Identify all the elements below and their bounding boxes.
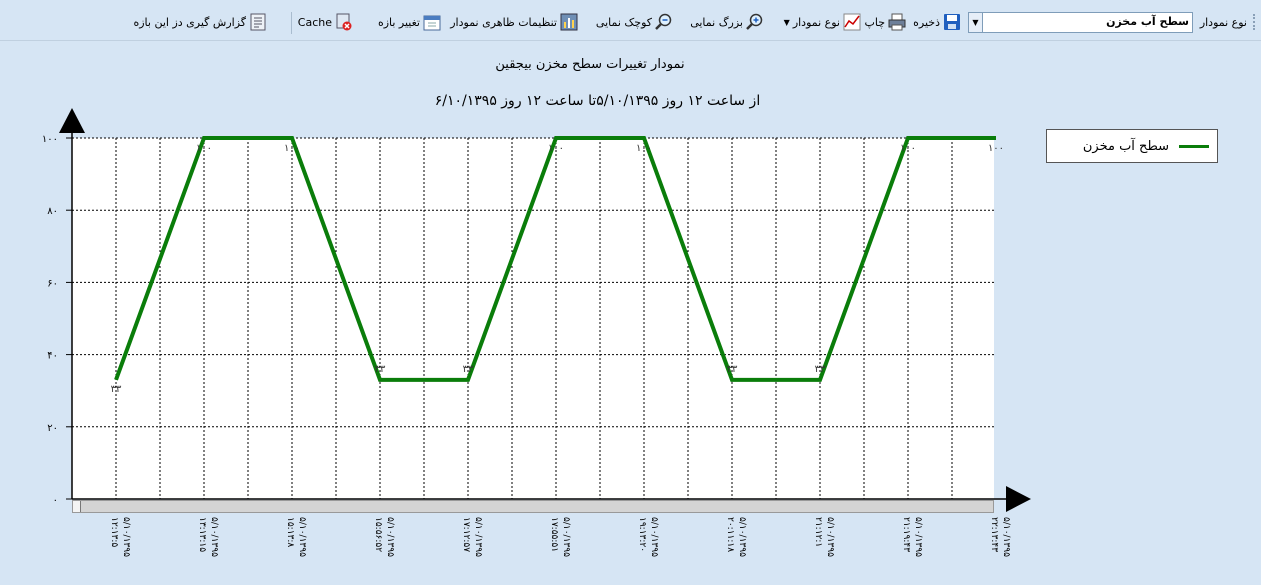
x-tick-label: ۱۳:۱۳:۱۵ ۵/۱۰/۱۳۹۵	[197, 517, 219, 557]
x-tick-time: ۱۵:۱۳:۸	[285, 517, 295, 547]
x-axis-arrow-icon	[1006, 486, 1031, 512]
x-tick-time: ۲۱:۱۲:۱	[813, 517, 823, 547]
chevron-down-icon[interactable]: ▼	[969, 13, 983, 32]
calendar-icon	[423, 15, 441, 31]
toolbar-separator	[291, 12, 292, 34]
chart-legend: سطح آب مخزن	[1046, 129, 1218, 163]
chart-settings-icon	[560, 13, 578, 31]
x-tick-time: ۱۲:۱۳:۵	[109, 517, 119, 547]
x-tick-date: ۵/۱۰/۱۳۹۵	[913, 517, 923, 557]
x-tick-date: ۵/۱۰/۱۳۹۵	[649, 517, 659, 557]
plot-area	[72, 138, 994, 499]
data-point-label: ۳۳	[111, 384, 122, 395]
chart-kind-label: نوع نمودار	[792, 15, 840, 29]
data-point-label: ۱۰۰	[196, 143, 212, 154]
x-tick-label: ۱۷:۵۵:۵۱ ۵/۱۰/۱۳۹۵	[549, 517, 571, 557]
x-tick-label: ۱۷:۱۲:۵۷ ۵/۱۰/۱۳۹۵	[461, 517, 483, 557]
report-label: گزارش گیری دز این بازه	[133, 15, 246, 29]
appearance-settings-button[interactable]: تنظیمات ظاهری نمودار	[450, 10, 578, 34]
chart-kind-dropdown[interactable]: نوع نمودار ▼	[784, 10, 861, 34]
report-button[interactable]: گزارش گیری دز این بازه	[133, 10, 267, 34]
chart-title: نمودار تغییرات سطح مخزن بیجقین	[495, 57, 685, 72]
y-tick-label: ۴۰	[47, 351, 58, 362]
toolbar-grip[interactable]	[1253, 14, 1257, 30]
save-label: ذخیره	[913, 15, 940, 29]
zoom-out-label: کوچک نمایی	[595, 15, 652, 29]
y-tick-label: ۱۰۰	[42, 134, 58, 145]
chart-type-value: سطح آب مخزن	[1106, 15, 1189, 28]
data-point-label: ۳۳	[727, 364, 738, 375]
series-line	[114, 136, 996, 382]
cache-button[interactable]: Cache	[298, 10, 353, 34]
y-axis-arrow-icon	[59, 108, 85, 133]
appearance-settings-label: تنظیمات ظاهری نمودار	[450, 15, 557, 29]
x-tick-time: ۲۰:۱۱:۱۸	[725, 517, 735, 552]
printer-icon	[888, 13, 906, 31]
x-tick-date: ۵/۱۰/۱۳۹۵	[825, 517, 835, 557]
cache-clear-icon	[336, 13, 352, 31]
x-tick-label: ۱۵:۱۳:۸ ۵/۱۰/۱۳۹۵	[285, 517, 307, 557]
x-tick-label: ۲۱:۱۲:۱ ۵/۱۰/۱۳۹۵	[813, 517, 835, 557]
x-tick-time: ۱۵:۵۶:۵۲	[373, 517, 383, 552]
x-tick-label: ۲۰:۱۱:۱۸ ۵/۱۰/۱۳۹۵	[725, 517, 747, 557]
x-tick-date: ۵/۱۰/۱۳۹۵	[737, 517, 747, 557]
x-tick-label: ۲۱:۱۹:۴۳ ۵/۱۰/۱۳۹۵	[901, 517, 923, 557]
x-tick-time: ۱۷:۵۵:۵۱	[549, 517, 559, 552]
y-tick-label: ۰	[53, 495, 58, 506]
data-point-label: ۱۰۰	[636, 143, 652, 154]
data-point-label: ۱۰۰	[988, 143, 1004, 154]
x-tick-time: ۱۳:۱۳:۱۵	[197, 517, 207, 552]
print-label: چاپ	[864, 15, 885, 29]
x-tick-date: ۵/۱۰/۱۳۹۵	[385, 517, 395, 557]
change-range-button[interactable]: تغییر بازه	[378, 10, 441, 34]
chart-type-label: نوع نمودار	[1199, 15, 1247, 29]
x-tick-date: ۵/۱۰/۱۳۹۵	[209, 517, 219, 557]
zoom-out-button[interactable]: کوچک نمایی	[596, 10, 673, 34]
x-tick-date: ۵/۱۰/۱۳۹۵	[561, 517, 571, 557]
x-tick-label: ۱۹:۱۳:۲۰ ۵/۱۰/۱۳۹۵	[637, 517, 659, 557]
x-tick-date: ۵/۱۰/۱۳۹۵	[297, 517, 307, 557]
chart-type-select[interactable]: ▼ سطح آب مخزن	[968, 12, 1193, 33]
legend-label: سطح آب مخزن	[1082, 138, 1169, 154]
zoom-in-button[interactable]: بزرگ نمایی	[690, 10, 764, 34]
cache-label: Cache	[297, 15, 332, 29]
line-chart-icon	[843, 13, 861, 31]
zoom-in-label: بزرگ نمایی	[690, 15, 743, 29]
report-icon	[250, 13, 266, 31]
y-tick-label: ۸۰	[47, 206, 58, 217]
x-tick-time: ۱۹:۱۳:۲۰	[637, 517, 647, 552]
floppy-disk-icon	[944, 14, 960, 30]
x-tick-label: ۱۵:۵۶:۵۲ ۵/۱۰/۱۳۹۵	[373, 517, 395, 557]
x-tick-time: ۱۷:۱۲:۵۷	[461, 517, 471, 552]
data-point-label: ۱۰۰	[284, 143, 300, 154]
y-tick-label: ۲۰	[47, 423, 58, 434]
legend-swatch	[1179, 144, 1209, 148]
chart-horizontal-scrollbar[interactable]	[72, 500, 994, 513]
zoom-in-icon	[746, 13, 763, 30]
chart-subtitle: از ساعت ۱۲ روز ۵/۱۰/۱۳۹۵تا ساعت ۱۲ روز ۶…	[434, 93, 761, 109]
data-point-label: ۳۳	[815, 364, 826, 375]
data-point-label: ۱۰۰	[900, 143, 916, 154]
toolbar: نوع نمودار ▼ سطح آب مخزن ذخیره چاپ نوع ن…	[0, 0, 1261, 41]
chevron-down-icon: ▼	[783, 17, 790, 27]
y-tick-label: ۶۰	[47, 278, 58, 289]
x-tick-time: ۲۲:۱۳:۴۳	[989, 517, 999, 552]
x-tick-date: ۵/۱۰/۱۳۹۵	[1001, 517, 1011, 557]
x-tick-label: ۱۲:۱۳:۵ ۵/۱۰/۱۳۹۵	[109, 517, 131, 557]
data-point-label: ۱۰۰	[548, 143, 564, 154]
x-tick-date: ۵/۱۰/۱۳۹۵	[121, 517, 131, 557]
x-tick-time: ۲۱:۱۹:۴۳	[901, 517, 911, 552]
x-tick-date: ۵/۱۰/۱۳۹۵	[473, 517, 483, 557]
zoom-out-icon	[655, 13, 672, 30]
data-point-label: ۳۳	[463, 364, 474, 375]
scrollbar-thumb[interactable]	[73, 501, 81, 512]
change-range-label: تغییر بازه	[377, 15, 420, 29]
print-button[interactable]: چاپ	[864, 10, 906, 34]
data-point-label: ۳۳	[375, 364, 386, 375]
save-button[interactable]: ذخیره	[913, 10, 961, 34]
x-tick-label: ۲۲:۱۳:۴۳ ۵/۱۰/۱۳۹۵	[989, 517, 1011, 557]
